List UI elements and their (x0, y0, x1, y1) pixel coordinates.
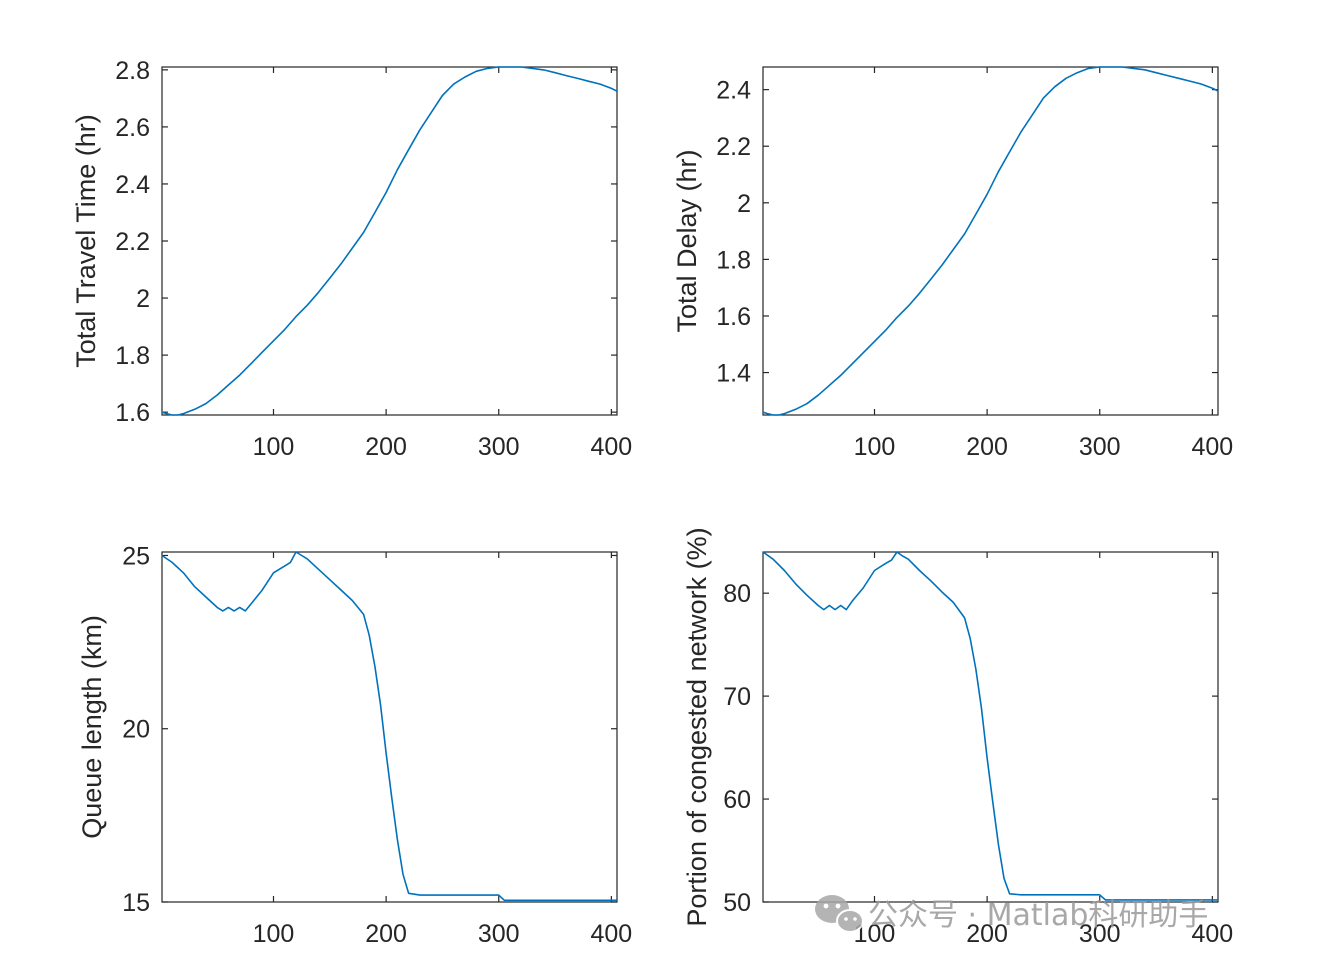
y-tick-label: 20 (122, 716, 150, 744)
axes-frame (161, 551, 618, 903)
y-tick-label: 1.6 (716, 303, 751, 331)
watermark: 公众号 · Matlab科研助手 (815, 895, 1208, 933)
wechat-icon (815, 895, 864, 933)
x-tick-label: 100 (253, 433, 295, 461)
x-tick-label: 200 (365, 433, 407, 461)
x-tick-label: 400 (1192, 433, 1234, 461)
x-tick-label: 100 (854, 433, 896, 461)
x-tick-label: 300 (478, 433, 520, 461)
x-tick-label: 200 (365, 920, 407, 948)
y-tick-label: 25 (122, 542, 150, 570)
y-tick-label: 15 (122, 889, 150, 917)
axes-frame (762, 551, 1219, 903)
x-tick-label: 400 (591, 920, 633, 948)
x-tick-label: 400 (1192, 920, 1234, 948)
y-tick-label: 2 (136, 285, 150, 313)
subplot-total-delay: 100 200 300 400 1.4 1.6 1.8 2 2.2 2.4 Total Delay… (672, 66, 1234, 461)
y-axis-label: Total Delay (hr) (672, 149, 702, 332)
y-axis-label: Total Travel Time (hr) (71, 114, 101, 368)
axes-frame (762, 66, 1219, 416)
x-tick-label: 300 (1079, 433, 1121, 461)
x-tick-label: 200 (966, 433, 1008, 461)
x-tick-label: 400 (591, 433, 633, 461)
x-tick-label: 200 (966, 920, 1008, 948)
y-tick-label: 2.2 (716, 133, 751, 161)
y-tick-label: 1.6 (115, 399, 150, 427)
y-tick-label: 1.8 (115, 342, 150, 370)
y-tick-label: 2 (737, 190, 751, 218)
x-tick-label: 300 (478, 920, 520, 948)
y-axis-label: Portion of congested network (%) (682, 527, 712, 926)
subplot-queue-length: 100 200 300 400 15 20 25 Queue length (km) (77, 542, 632, 948)
y-tick-label: 60 (723, 786, 751, 814)
y-tick-label: 2.4 (716, 77, 751, 105)
x-tick-label: 100 (253, 920, 295, 948)
series-line (762, 551, 1218, 901)
y-tick-label: 50 (723, 889, 751, 917)
y-tick-label: 1.8 (716, 246, 751, 274)
series-line (161, 66, 618, 416)
subplot-total-travel-time: 100 200 300 400 1.6 1.8 2 2.2 2.4 2.6 2.8 Total Tr… (71, 57, 632, 461)
y-axis-label: Queue length (km) (77, 615, 107, 839)
x-tick-label: 300 (1079, 920, 1121, 948)
y-tick-label: 2.8 (115, 57, 150, 85)
y-tick-label: 2.4 (115, 171, 150, 199)
y-tick-label: 2.2 (115, 228, 150, 256)
watermark-text: 公众号 · Matlab科研助手 (868, 898, 1208, 933)
series-line (762, 66, 1219, 416)
y-tick-label: 70 (723, 683, 751, 711)
series-line (161, 551, 617, 902)
y-tick-label: 2.6 (115, 114, 150, 142)
axes-frame (161, 66, 618, 416)
y-tick-label: 1.4 (716, 360, 751, 388)
y-tick-label: 80 (723, 580, 751, 608)
